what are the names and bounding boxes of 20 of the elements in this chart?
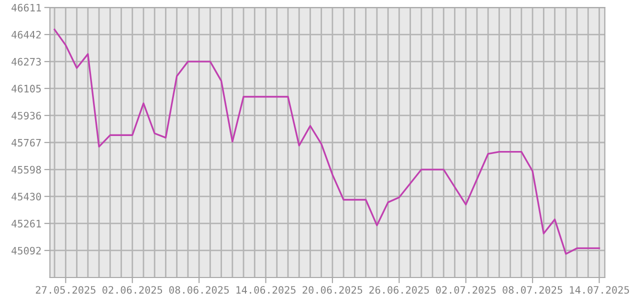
- x-tick-label: 02.07.2025: [436, 286, 496, 294]
- x-tick-label: 26.06.2025: [369, 286, 429, 294]
- x-tick-label: 27.05.2025: [36, 286, 96, 294]
- y-tick-label: 46611: [12, 4, 41, 12]
- x-tick-label: 08.07.2025: [502, 286, 562, 294]
- x-tick-label: 14.06.2025: [236, 286, 296, 294]
- y-tick-label: 45936: [12, 112, 41, 120]
- x-tick-label: 20.06.2025: [302, 286, 362, 294]
- y-tick-label: 46442: [12, 30, 41, 39]
- y-tick-label: 46273: [12, 58, 41, 66]
- y-tick-label: 45430: [12, 192, 41, 200]
- x-tick-label: 14.07.2025: [570, 286, 629, 294]
- y-tick-label: 45598: [12, 166, 41, 174]
- y-tick-label: 45767: [12, 138, 41, 147]
- y-tick-label: 46105: [12, 84, 41, 92]
- y-tick-label: 45092: [12, 246, 41, 254]
- line-series: [54, 28, 600, 255]
- x-tick-label: 02.06.2025: [102, 286, 162, 294]
- x-tick-label: 08.06.2025: [169, 286, 229, 294]
- y-tick-label: 45261: [12, 220, 41, 228]
